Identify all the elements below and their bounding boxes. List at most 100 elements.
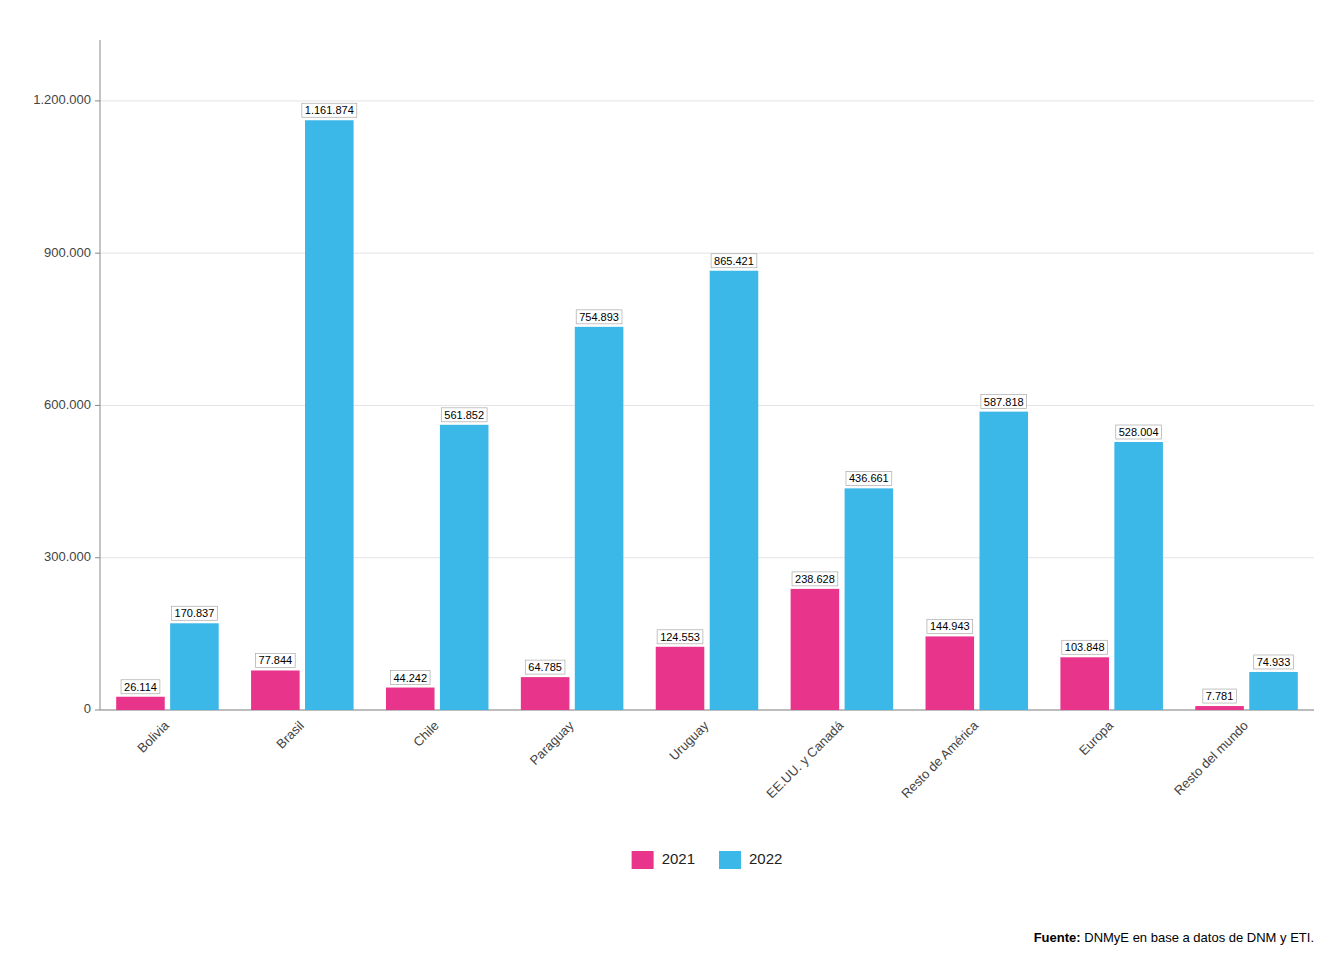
- data-label-box: [1116, 425, 1162, 439]
- data-label-group: 1.161.874: [302, 103, 357, 117]
- data-label: 865.421: [714, 255, 754, 267]
- legend-swatch: [632, 851, 654, 869]
- bar: [251, 670, 300, 710]
- grid-line: [100, 100, 1314, 101]
- category-label: Uruguay: [666, 718, 712, 764]
- bar: [440, 425, 489, 710]
- tick-mark: [95, 253, 100, 254]
- grid-line: [100, 405, 1314, 406]
- bar: [521, 677, 570, 710]
- data-label-group: 528.004: [1116, 425, 1162, 439]
- data-label: 528.004: [1119, 426, 1159, 438]
- bar: [710, 271, 759, 710]
- tick-mark: [95, 100, 100, 101]
- legend: 20212022: [632, 850, 783, 869]
- tick-label: 900.000: [44, 245, 91, 260]
- data-label-group: 7.781: [1203, 689, 1237, 703]
- data-label-group: 103.848: [1062, 640, 1108, 654]
- bar: [1060, 657, 1109, 710]
- tick-label: 300.000: [44, 549, 91, 564]
- annotation: Fuente:: [1034, 930, 1081, 945]
- bar: [926, 636, 975, 710]
- data-label-group: 561.852: [441, 408, 487, 422]
- data-label-group: 754.893: [576, 310, 622, 324]
- bar: [791, 589, 840, 710]
- data-label: 238.628: [795, 573, 835, 585]
- data-label-group: 238.628: [792, 572, 838, 586]
- data-label-box: [792, 572, 838, 586]
- data-label-group: 865.421: [711, 254, 757, 268]
- data-label-box: [846, 471, 892, 485]
- legend-swatch: [719, 851, 741, 869]
- bar: [656, 647, 705, 710]
- bar: [170, 623, 219, 710]
- data-labels: 26.114 77.844 44.242 64.785 124.553 238.628 14…: [121, 103, 1293, 703]
- data-label-box: [441, 408, 487, 422]
- axis-line: [100, 40, 101, 710]
- bar: [305, 120, 354, 710]
- data-label: 103.848: [1065, 641, 1105, 653]
- tick-mark: [95, 710, 100, 711]
- chart: 0300.000600.000900.0001.200.00026.11477.…: [0, 0, 1344, 960]
- data-label-box: [1254, 655, 1294, 669]
- bar: [575, 327, 624, 710]
- data-label-box: [981, 395, 1027, 409]
- grid-line: [100, 253, 1314, 254]
- category-label: Brasil: [273, 718, 307, 752]
- data-label-box: [121, 680, 160, 694]
- bar: [845, 488, 894, 710]
- data-label: 587.818: [984, 396, 1024, 408]
- data-label-box: [302, 103, 357, 117]
- data-label: 124.553: [660, 631, 700, 643]
- data-label: 74.933: [1257, 656, 1291, 668]
- category-label: EE.UU. y Canadá: [763, 717, 847, 801]
- data-label-group: 436.661: [846, 471, 892, 485]
- data-label-group: 124.553: [657, 630, 703, 644]
- data-label-group: 74.933: [1254, 655, 1294, 669]
- data-label-box: [390, 671, 430, 685]
- data-label: 754.893: [579, 311, 619, 323]
- data-label-box: [576, 310, 622, 324]
- plot-area: [100, 40, 1314, 710]
- tick-label: 0: [84, 701, 91, 716]
- data-label-group: 26.114: [121, 680, 160, 694]
- data-label: 77.844: [259, 654, 293, 666]
- bar: [1114, 442, 1163, 710]
- source-note: Fuente: DNMyE en base a datos de DNM y E…: [1034, 930, 1314, 945]
- data-label: 26.114: [124, 681, 157, 693]
- data-label-group: 144.943: [927, 619, 973, 633]
- data-label-box: [256, 653, 296, 667]
- data-label-group: 64.785: [525, 660, 565, 674]
- category-label: Bolivia: [134, 717, 172, 755]
- bar: [386, 688, 435, 710]
- bar: [116, 697, 165, 710]
- data-label: 170.837: [175, 607, 215, 619]
- data-label-group: 77.844: [256, 653, 296, 667]
- x-axis: Bolivia Brasil Chile Paraguay Uruguay EE.UU. …: [134, 717, 1251, 801]
- data-label: 44.242: [393, 672, 427, 684]
- data-label: 144.943: [930, 620, 970, 632]
- category-label: Resto del mundo: [1171, 718, 1251, 798]
- category-label: Chile: [410, 718, 442, 750]
- tick-label: 1.200.000: [33, 92, 91, 107]
- data-label-group: 170.837: [172, 606, 218, 620]
- data-label: 436.661: [849, 472, 889, 484]
- data-label: 561.852: [444, 409, 484, 421]
- data-label-box: [525, 660, 565, 674]
- legend-item: 2022: [719, 850, 782, 869]
- category-label: Paraguay: [527, 718, 577, 768]
- data-label-box: [1203, 689, 1237, 703]
- legend-label: 2022: [749, 850, 782, 867]
- data-label-box: [711, 254, 757, 268]
- data-label-group: 44.242: [390, 671, 430, 685]
- bar: [979, 412, 1028, 710]
- bar: [1195, 706, 1244, 710]
- data-label-box: [657, 630, 703, 644]
- tick-mark: [95, 557, 100, 558]
- data-label-group: 587.818: [981, 395, 1027, 409]
- data-label: 7.781: [1206, 690, 1234, 702]
- category-label: Resto de América: [898, 717, 982, 801]
- data-label-box: [1062, 640, 1108, 654]
- data-label: 64.785: [528, 661, 562, 673]
- data-label-box: [927, 619, 973, 633]
